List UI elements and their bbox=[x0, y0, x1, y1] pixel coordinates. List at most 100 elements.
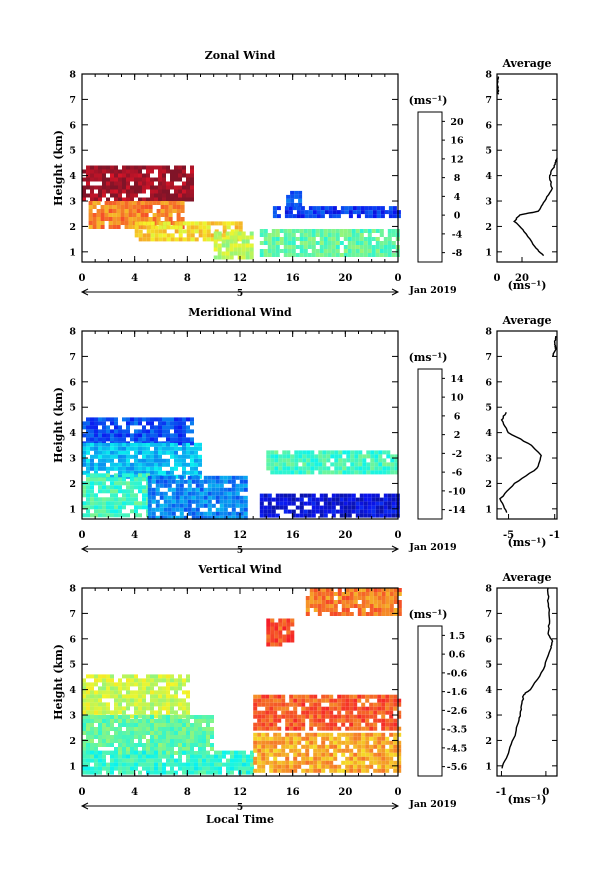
data-cell bbox=[250, 762, 254, 767]
data-cell bbox=[383, 237, 388, 241]
data-cell bbox=[98, 454, 102, 459]
data-cell bbox=[162, 425, 166, 430]
data-cell bbox=[106, 731, 110, 735]
data-cell bbox=[102, 694, 106, 699]
data-cell bbox=[174, 715, 178, 719]
data-cell bbox=[142, 750, 146, 755]
data-cell bbox=[118, 694, 122, 699]
data-cell bbox=[381, 706, 386, 711]
date-marker: 5 bbox=[237, 546, 243, 556]
data-cell bbox=[203, 475, 208, 480]
data-cell bbox=[379, 245, 384, 249]
data-cell bbox=[154, 225, 159, 230]
data-cell bbox=[279, 237, 284, 241]
data-cell bbox=[328, 210, 333, 215]
data-cell bbox=[194, 762, 198, 767]
data-cell bbox=[134, 417, 138, 422]
data-cell bbox=[202, 727, 206, 731]
data-cell bbox=[396, 214, 401, 219]
data-cell bbox=[298, 466, 303, 471]
data-cell bbox=[341, 612, 346, 616]
data-cell bbox=[230, 770, 234, 775]
colorbar-tick-label: -6 bbox=[452, 468, 463, 479]
data-cell bbox=[294, 462, 299, 467]
data-cell bbox=[154, 237, 159, 242]
data-cell bbox=[293, 710, 298, 715]
data-cell bbox=[377, 718, 382, 723]
data-cell bbox=[317, 764, 322, 769]
data-cell bbox=[307, 245, 312, 249]
data-cell bbox=[186, 674, 190, 679]
data-cell bbox=[387, 233, 392, 237]
data-cell bbox=[126, 197, 130, 202]
data-cell bbox=[176, 205, 181, 209]
data-cell bbox=[393, 740, 398, 745]
data-cell bbox=[122, 165, 126, 170]
data-cell bbox=[349, 592, 354, 596]
data-cell bbox=[267, 233, 272, 237]
data-cell bbox=[355, 241, 360, 245]
data-cell bbox=[170, 442, 174, 447]
data-cell bbox=[166, 470, 170, 475]
data-cell bbox=[134, 758, 138, 763]
data-cell bbox=[116, 217, 121, 221]
data-cell bbox=[154, 762, 158, 767]
data-cell bbox=[147, 511, 152, 516]
data-cell bbox=[385, 760, 390, 765]
data-cell bbox=[170, 698, 174, 703]
data-cell bbox=[130, 442, 134, 447]
data-cell bbox=[349, 760, 354, 765]
data-cell bbox=[290, 634, 295, 639]
data-cell bbox=[294, 470, 299, 475]
data-cell bbox=[182, 197, 186, 202]
data-cell bbox=[385, 604, 390, 608]
data-cell bbox=[306, 466, 311, 471]
data-cell bbox=[253, 694, 258, 699]
data-cell bbox=[367, 229, 372, 233]
data-cell bbox=[313, 608, 318, 612]
data-cell bbox=[283, 509, 288, 514]
data-cell bbox=[170, 770, 174, 775]
data-cell bbox=[124, 225, 129, 229]
data-cell bbox=[182, 237, 187, 242]
data-cell bbox=[289, 718, 294, 723]
data-cell bbox=[90, 750, 94, 755]
data-cell bbox=[287, 509, 292, 514]
data-cell bbox=[315, 505, 320, 510]
data-cell bbox=[130, 477, 134, 482]
data-cell bbox=[286, 618, 291, 623]
data-cell bbox=[388, 210, 393, 215]
data-cell bbox=[358, 466, 363, 471]
data-cell bbox=[170, 686, 174, 691]
data-cell bbox=[164, 209, 169, 213]
data-cell bbox=[138, 690, 142, 695]
data-cell bbox=[158, 715, 162, 719]
data-cell bbox=[283, 493, 288, 498]
data-cell bbox=[187, 499, 192, 504]
data-cell bbox=[343, 233, 348, 237]
data-cell bbox=[309, 604, 314, 608]
data-cell bbox=[393, 608, 398, 612]
data-cell bbox=[297, 760, 302, 765]
data-cell bbox=[301, 714, 306, 719]
data-cell bbox=[291, 237, 296, 241]
data-cell bbox=[288, 210, 293, 215]
data-cell bbox=[126, 766, 130, 771]
data-cell bbox=[106, 165, 110, 170]
data-cell bbox=[159, 479, 164, 484]
data-cell bbox=[253, 768, 258, 773]
data-cell bbox=[114, 493, 118, 498]
data-cell bbox=[98, 723, 102, 727]
data-cell bbox=[290, 638, 295, 643]
data-cell bbox=[213, 247, 218, 252]
data-cell bbox=[150, 197, 154, 202]
data-cell bbox=[102, 429, 106, 434]
data-cell bbox=[178, 758, 182, 763]
data-cell bbox=[210, 715, 214, 719]
data-cell bbox=[118, 682, 122, 687]
data-cell bbox=[176, 209, 181, 213]
data-cell bbox=[210, 754, 214, 759]
data-cell bbox=[199, 479, 204, 484]
data-cell bbox=[163, 479, 168, 484]
data-cell bbox=[146, 225, 151, 230]
